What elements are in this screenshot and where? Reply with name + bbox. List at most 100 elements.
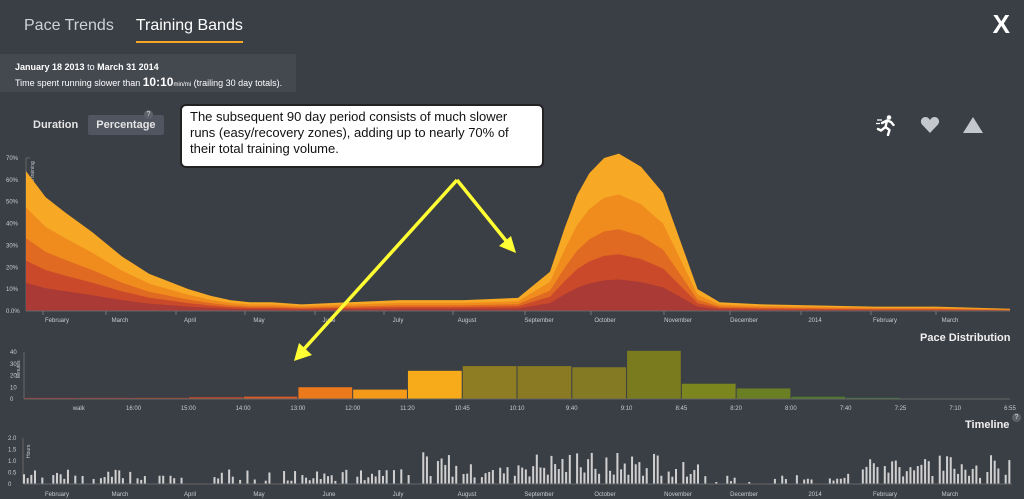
annotation-callout: The subsequent 90 day period consists of…	[180, 104, 544, 168]
timeline-bar	[638, 462, 641, 484]
timeline-bar	[528, 476, 531, 484]
timeline-bar	[473, 477, 476, 484]
y-tick-label: 40	[10, 350, 17, 356]
timeline-bar	[543, 467, 546, 484]
timeline-bar	[957, 473, 960, 484]
percentage-button[interactable]: Percentage	[88, 115, 164, 135]
desc-pre: Time spent running slower than	[15, 78, 141, 88]
timeline-bar	[631, 456, 634, 484]
timeline-bar	[682, 462, 685, 484]
pace-tick-label: 14:00	[236, 406, 252, 412]
timeline-bar	[323, 473, 326, 484]
timeline-bar	[33, 470, 37, 484]
area-band-1	[26, 153, 1010, 311]
x-tick-label: November	[664, 318, 692, 324]
help-icon[interactable]: ?	[144, 110, 153, 119]
timeline-bar	[861, 469, 864, 484]
x-tick-label: April	[184, 318, 196, 324]
timeline-bar	[968, 475, 971, 484]
pace-bar	[134, 397, 188, 399]
timeline-bar	[946, 456, 949, 484]
end-date: March 31 2014	[97, 62, 159, 72]
elevation-icon[interactable]	[962, 116, 984, 134]
pace-bar	[736, 388, 791, 399]
timeline-bar	[264, 480, 267, 484]
timeline-bar	[367, 477, 370, 484]
timeline-bar	[23, 474, 26, 484]
y-tick-label: 40%	[6, 222, 19, 228]
close-icon[interactable]: X	[992, 9, 1010, 39]
timeline-bar	[370, 473, 373, 484]
timeline-bar	[554, 464, 557, 484]
timeline-bar	[41, 477, 44, 484]
tab-pace-trends[interactable]: Pace Trends	[24, 17, 114, 34]
timeline-bar	[927, 461, 930, 484]
arrow-left-line	[302, 178, 459, 351]
timeline-bar	[378, 470, 381, 484]
duration-button[interactable]: Duration	[33, 119, 79, 131]
pace-tick-label: 10:45	[455, 406, 471, 412]
timeline-bar	[469, 464, 472, 484]
timeline-bar	[308, 480, 311, 484]
pace-bar	[900, 398, 955, 399]
y-tick-label: 0	[10, 397, 14, 403]
annotation-arrows	[294, 178, 516, 361]
date-range-panel: January 18 2013 to March 31 2014 Time sp…	[0, 54, 296, 92]
x-tick-label: March	[942, 318, 959, 324]
x-tick-label: March	[112, 492, 129, 498]
timeline-bar	[484, 473, 487, 484]
timeline-bar	[440, 458, 443, 484]
timeline-bar	[894, 460, 897, 484]
y-tick-label: 1.0	[8, 459, 17, 465]
pace-tick-label: 11:20	[400, 406, 415, 412]
timeline-bar	[924, 459, 927, 484]
pace-bar	[627, 350, 681, 399]
x-tick-label: June	[322, 318, 336, 324]
y-tick-label: 70%	[6, 156, 19, 162]
timeline-bar	[869, 459, 872, 484]
timeline-bar	[444, 464, 447, 484]
timeline-bar	[363, 480, 366, 484]
runner-icon[interactable]	[876, 114, 898, 136]
training-bands-chart: 0.0% 10% 20% 30% 40% 50% 60% 70% % of total trai…	[6, 153, 1010, 324]
start-date: January 18 2013	[15, 62, 85, 72]
pace-tick-label: 8:45	[675, 406, 687, 412]
timeline-bar	[466, 473, 469, 484]
y-tick-label: 0.0%	[6, 309, 20, 315]
timeline-bar	[502, 473, 505, 484]
pace-tick-label: 7:10	[949, 406, 961, 412]
timeline-bar	[55, 472, 58, 484]
pace-bar	[462, 366, 517, 399]
timeline-bar	[107, 471, 110, 484]
pace-bar	[517, 366, 572, 399]
area-band-5	[26, 279, 1010, 311]
timeline-bar	[535, 454, 538, 484]
pace-tick-label: 7:40	[840, 406, 852, 412]
timeline-bar	[979, 477, 982, 484]
timeline-bar	[795, 475, 798, 484]
x-tick-label: April	[184, 492, 196, 498]
timeline-bar	[532, 466, 535, 484]
timeline-bar	[268, 472, 271, 484]
x-tick-label: October	[594, 318, 615, 324]
timeline-bar	[953, 468, 956, 484]
y-tick-label: 10%	[6, 287, 19, 293]
timeline-bar	[876, 466, 879, 484]
x-tick-label: February	[45, 318, 69, 324]
timeline-bar	[539, 467, 542, 484]
pace-bar	[79, 397, 134, 399]
tab-training-bands[interactable]: Training Bands	[135, 17, 243, 43]
timeline-bar	[374, 476, 377, 484]
timeline-bar	[609, 470, 612, 484]
timeline-help-icon[interactable]: ?	[1012, 413, 1021, 422]
x-tick-label: 2014	[808, 492, 822, 498]
timeline-bar	[942, 470, 945, 484]
pace-unit: min/mi	[173, 82, 192, 88]
y-tick-label: 20%	[6, 265, 19, 271]
timeline-bar	[169, 475, 172, 484]
timeline-bar	[381, 475, 384, 484]
metric-icons	[876, 114, 984, 136]
x-tick-label: February	[45, 492, 69, 498]
heart-icon[interactable]	[920, 116, 940, 134]
pace-bar	[572, 367, 627, 399]
